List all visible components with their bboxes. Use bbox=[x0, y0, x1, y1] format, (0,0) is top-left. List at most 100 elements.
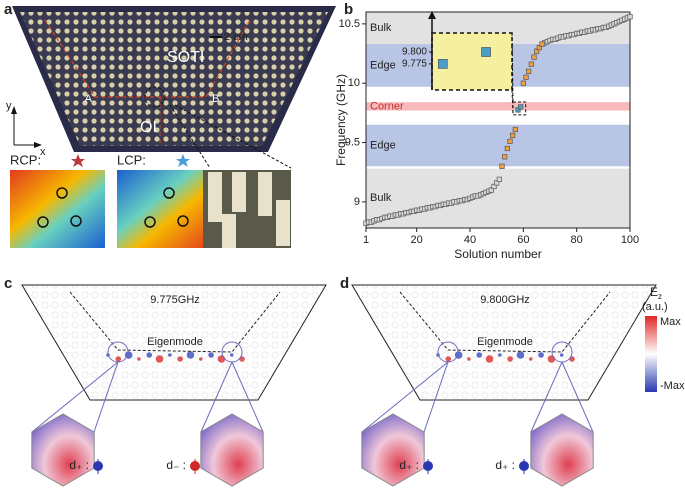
colorbar bbox=[645, 316, 657, 392]
field-dot bbox=[229, 353, 234, 357]
field-dot bbox=[177, 356, 183, 362]
y-axis-title: Frequency (GHz) bbox=[334, 74, 348, 166]
field-dot bbox=[498, 353, 502, 357]
y-tick-label: 10 bbox=[348, 77, 360, 89]
data-point bbox=[515, 107, 521, 113]
zoom-line bbox=[31, 361, 119, 433]
field-dot bbox=[485, 355, 494, 363]
field-dot bbox=[208, 352, 214, 358]
zoom-line bbox=[511, 32, 514, 102]
corner-mark bbox=[144, 86, 166, 108]
field-dot bbox=[146, 352, 153, 358]
colorbar-max: Max bbox=[660, 316, 681, 328]
colorbar-min: -Max bbox=[660, 380, 685, 392]
plot-frame bbox=[365, 11, 631, 229]
field-hexagon bbox=[31, 413, 95, 487]
y-tick-label: 9.5 bbox=[345, 136, 360, 148]
data-point bbox=[510, 132, 516, 139]
x-tick-label: 60 bbox=[517, 234, 529, 246]
field-dot bbox=[137, 357, 141, 361]
dipole-label: d₊ : bbox=[495, 458, 515, 472]
x-tick-label: 100 bbox=[621, 234, 639, 246]
zoom-box bbox=[512, 101, 527, 116]
data-point bbox=[488, 187, 494, 193]
dipole-label: d₊ : bbox=[399, 458, 419, 472]
mode-path bbox=[69, 291, 281, 353]
field-dot bbox=[507, 356, 513, 362]
frequency-label: 9.775GHz bbox=[150, 294, 200, 306]
zoom-line bbox=[169, 104, 211, 169]
data-point bbox=[504, 145, 510, 152]
zoom-line bbox=[561, 361, 594, 433]
zoom-line bbox=[361, 361, 449, 433]
structure bbox=[351, 284, 657, 401]
inset-tick-label: 9.775 bbox=[402, 59, 427, 70]
colorbar-unit: (a.u.) bbox=[642, 301, 668, 313]
field-dot bbox=[445, 356, 452, 362]
data-point bbox=[507, 138, 513, 144]
zoom-line bbox=[200, 361, 233, 433]
scale-label: 2 cm bbox=[224, 31, 248, 43]
field-dot bbox=[528, 357, 533, 361]
panel-label: c bbox=[4, 275, 12, 292]
colorbar-title-sub: z bbox=[658, 292, 662, 301]
data-point bbox=[523, 74, 529, 80]
x-tick-label: 40 bbox=[464, 234, 476, 246]
point-label: B bbox=[212, 93, 219, 105]
dipole-label: d₋ : bbox=[166, 458, 186, 472]
region-label: Bulk bbox=[370, 192, 392, 204]
field-dot bbox=[115, 356, 122, 362]
zoom-rods bbox=[208, 172, 290, 248]
colorbar-title: E bbox=[650, 285, 658, 299]
zoom-line bbox=[511, 89, 514, 115]
data-point bbox=[481, 47, 491, 57]
region-label: Bulk bbox=[370, 22, 392, 34]
data-point bbox=[502, 154, 508, 160]
field-dot bbox=[198, 357, 203, 361]
chart: Bulk Edge Corner Edge Bulk 9 9.5 10 10.5 1 20 40 60 8… bbox=[334, 11, 639, 261]
region-label: OI bbox=[140, 119, 157, 136]
x-tick-label: 80 bbox=[571, 234, 583, 246]
structure bbox=[21, 284, 327, 401]
field-hexagon bbox=[361, 413, 425, 487]
data-point bbox=[494, 180, 500, 186]
field-dot bbox=[155, 355, 164, 363]
field-hexagon bbox=[200, 413, 264, 487]
field-dot bbox=[547, 355, 556, 363]
data-point bbox=[499, 163, 505, 169]
zoom-line bbox=[93, 361, 119, 433]
data-point bbox=[496, 176, 502, 182]
panel-label: b bbox=[344, 1, 353, 18]
region-label: Edge bbox=[370, 59, 396, 71]
field-dot bbox=[186, 351, 195, 359]
data-point bbox=[518, 104, 524, 110]
axis-arrow bbox=[34, 142, 42, 148]
x-tick-label: 20 bbox=[411, 234, 423, 246]
field-hexagon bbox=[530, 413, 594, 487]
region-label: Corner bbox=[370, 100, 404, 112]
dipole-label: d₊ : bbox=[69, 458, 89, 472]
point-label: A bbox=[85, 93, 93, 105]
map-label: LCP: bbox=[117, 152, 146, 167]
sample-photo bbox=[20, 12, 328, 146]
field-dot bbox=[217, 355, 226, 363]
star bbox=[176, 154, 190, 167]
phase-map bbox=[10, 170, 105, 248]
map-label: RCP: bbox=[10, 152, 41, 167]
region-band bbox=[366, 102, 630, 111]
data-point bbox=[491, 183, 497, 190]
eigenmodes bbox=[31, 291, 611, 487]
region-label: Edge bbox=[370, 139, 396, 151]
field-dot bbox=[516, 351, 525, 359]
inset-tick-label: 9.800 bbox=[402, 47, 427, 58]
data-point bbox=[526, 68, 532, 74]
zoom-line bbox=[530, 361, 563, 433]
data-point bbox=[627, 14, 633, 20]
field-dot bbox=[467, 357, 471, 361]
data-point bbox=[528, 61, 534, 67]
y-tick-label: 9 bbox=[354, 196, 360, 208]
axis-label: x bbox=[40, 146, 46, 158]
zoom-line bbox=[174, 104, 292, 169]
inset-arrow bbox=[428, 11, 436, 19]
field-dot bbox=[239, 356, 245, 362]
